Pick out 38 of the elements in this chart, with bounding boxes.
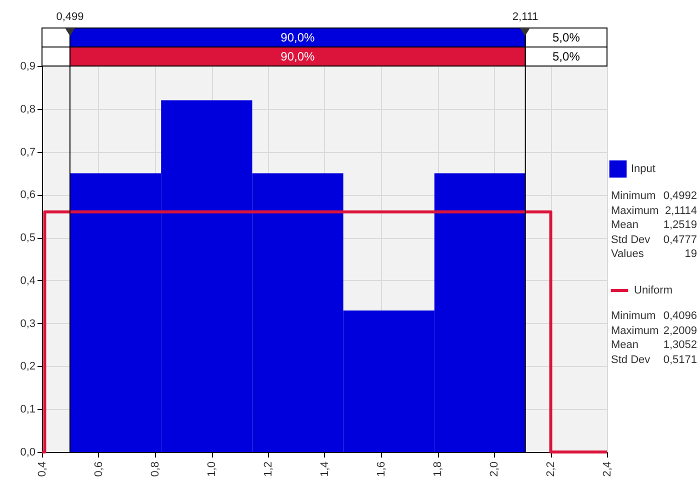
ref-line-label: 2,111: [512, 11, 538, 23]
text: 90,0%: [280, 50, 315, 64]
x-tick-label: 2,0: [488, 462, 500, 477]
y-tick-label: 0,7: [20, 146, 36, 158]
y-tick-label: 0,8: [20, 103, 36, 116]
y-tick-label: 0,2: [20, 360, 36, 373]
x-tick-label: 0,4: [36, 462, 48, 477]
text: Values 19: [611, 248, 697, 260]
text: Minimum 0,4992: [611, 190, 697, 202]
x-tick-label: 1,6: [376, 462, 388, 477]
y-tick-label: 0,6: [20, 189, 36, 202]
text: Mean 1,2519: [611, 219, 697, 231]
text: 90,0%: [280, 30, 315, 44]
text: Maximum 2,2009: [611, 324, 697, 336]
x-tick-label: 2,2: [545, 462, 557, 477]
x-tick-label: 0,8: [150, 462, 162, 477]
x-tick-label: 2,4: [602, 462, 614, 477]
y-tick-label: 0,1: [20, 404, 36, 416]
text: Maximum 2,1114: [611, 204, 697, 216]
y-tick-label: 0,5: [20, 232, 36, 244]
y-tick-label: 0,4: [20, 274, 36, 287]
x-tick-label: 0,6: [93, 462, 105, 477]
x-tick-label: 1,8: [432, 462, 444, 477]
text: Std Dev 0,4777: [611, 234, 697, 246]
text: 5,0%: [552, 50, 580, 64]
x-tick-label: 1,0: [206, 462, 218, 477]
text: Mean 1,3052: [611, 339, 697, 351]
text: Std Dev 0,5171: [611, 354, 697, 366]
x-tick-label: 1,2: [262, 462, 274, 477]
legend-label: Uniform: [634, 284, 673, 296]
text: Minimum 0,4096: [611, 310, 697, 322]
text: 5,0%: [552, 30, 580, 44]
ref-line-label: 0,499: [56, 11, 84, 23]
x-tick-label: 1,4: [319, 462, 331, 477]
legend-label: Input: [631, 163, 656, 175]
y-tick-label: 0,0: [20, 446, 36, 458]
y-tick-label: 0,9: [20, 60, 36, 72]
y-tick-label: 0,3: [20, 318, 36, 330]
